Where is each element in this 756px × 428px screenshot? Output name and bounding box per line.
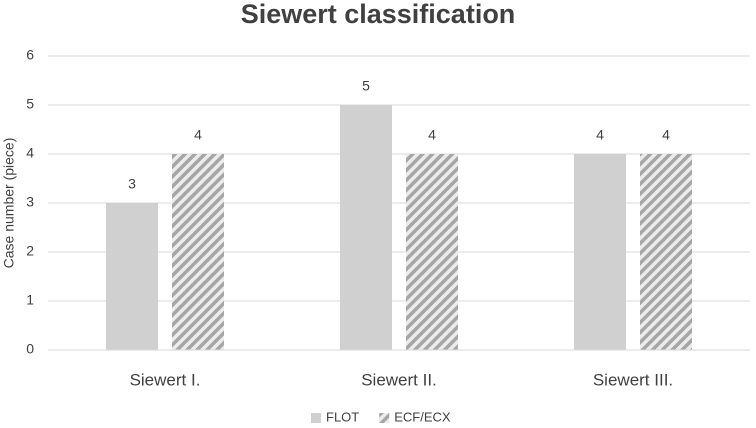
y-tick-label: 2	[26, 243, 34, 259]
y-tick-label: 0	[26, 341, 34, 357]
x-tick-label: Siewert I.	[130, 370, 201, 389]
data-label: 5	[362, 78, 370, 94]
data-label: 4	[596, 127, 604, 143]
legend-label: FLOT	[326, 409, 359, 424]
bar	[640, 154, 692, 350]
data-label: 4	[194, 127, 202, 143]
data-label: 3	[128, 176, 136, 192]
data-label: 4	[428, 127, 436, 143]
legend-swatch	[311, 413, 321, 423]
bar	[406, 154, 458, 350]
x-tick-label: Siewert III.	[593, 370, 673, 389]
legend-label: ECF/ECX	[394, 409, 451, 424]
chart-title: Siewert classification	[241, 0, 516, 29]
y-tick-label: 3	[26, 194, 34, 210]
y-tick-label: 5	[26, 96, 34, 112]
bar	[340, 105, 392, 350]
x-tick-label: Siewert II.	[361, 370, 437, 389]
y-tick-label: 1	[26, 292, 34, 308]
bar	[574, 154, 626, 350]
y-tick-label: 4	[26, 145, 34, 161]
legend-swatch	[379, 413, 390, 423]
y-axis-title: Case number (piece)	[1, 138, 17, 269]
bar	[172, 154, 224, 350]
y-tick-label: 6	[26, 47, 34, 63]
bar	[106, 203, 158, 350]
data-label: 4	[662, 127, 670, 143]
